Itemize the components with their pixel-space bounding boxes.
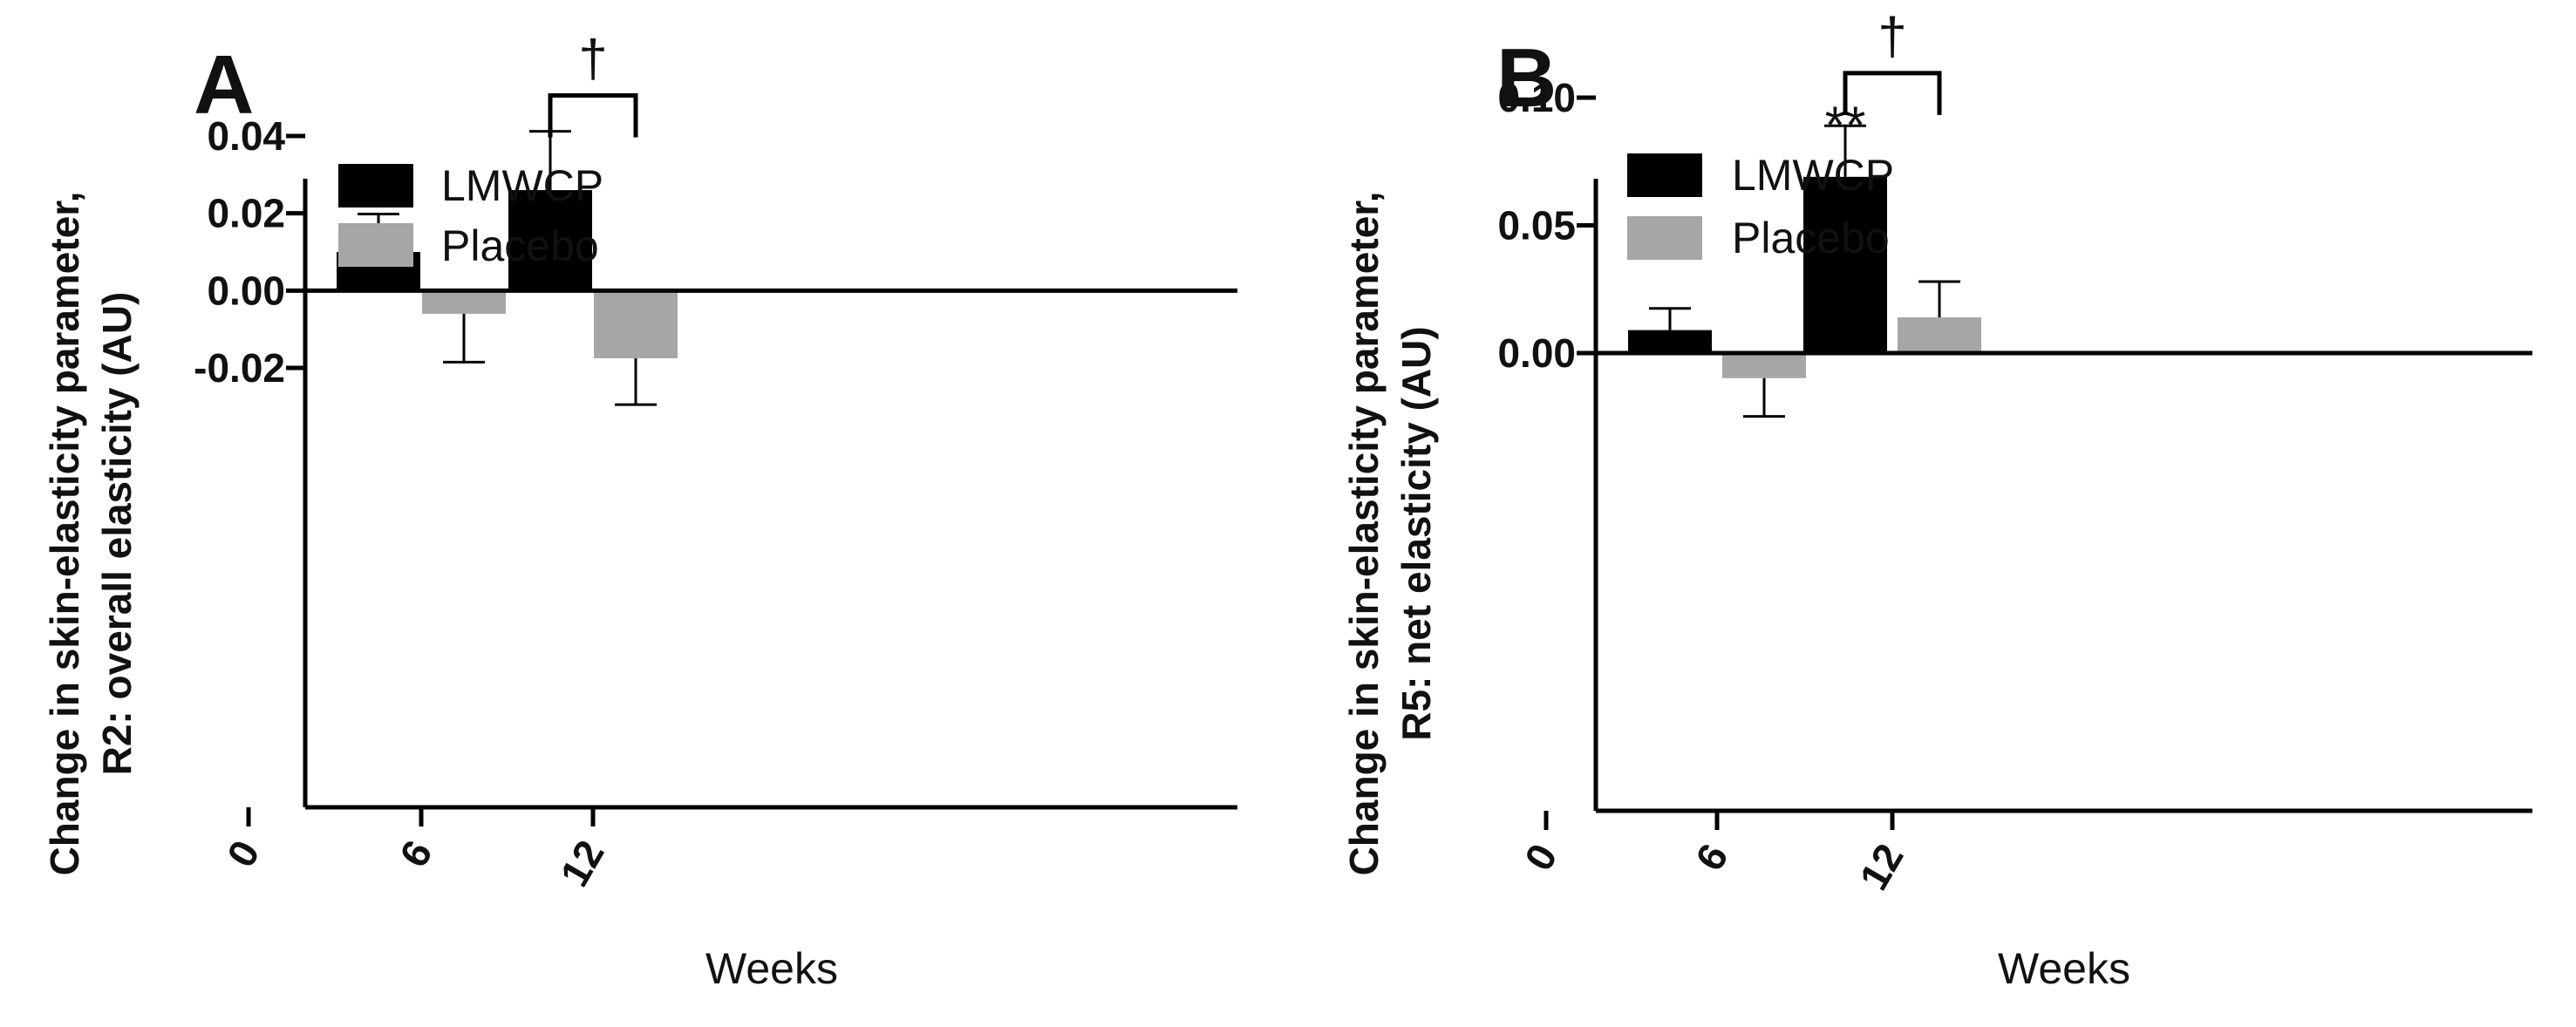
y-tick-label: 0.05 — [1497, 203, 1576, 248]
panel-a-error-bars — [358, 130, 657, 406]
chart-panel-a: A Change in skin-elasticity parameter, R… — [42, 29, 1237, 993]
chart-panel-b: B Change in skin-elasticity parameter, R… — [1341, 7, 2532, 993]
panel-b-legend-swatch-placebo — [1627, 216, 1702, 260]
panel-b-y-ticks: 0.00 0.05 0.10 — [1497, 75, 1596, 376]
panel-a-xlabel: Weeks — [705, 944, 838, 993]
panel-a-ylabel-line1: Change in skin-elasticity parameter, — [42, 192, 87, 876]
bar-placebo-12 — [1898, 316, 1981, 353]
panel-a-y-ticks: -0.02 0.00 0.02 0.04 — [194, 113, 305, 391]
significance-bracket — [548, 92, 638, 138]
significance-bracket — [1843, 71, 1942, 115]
bar-placebo-6 — [422, 290, 506, 314]
panel-a-legend-swatch-placebo — [338, 223, 413, 267]
x-tick-label: 12 — [551, 833, 613, 894]
panel-a-ylabel-line2: R2: overall elasticity (AU) — [94, 292, 140, 776]
bar-lmwcp-12 — [1803, 176, 1887, 353]
panel-b-x-ticks: 0 6 12 — [1516, 811, 1912, 897]
y-tick-label: 0.00 — [207, 268, 285, 313]
x-tick-label: 12 — [1850, 836, 1912, 897]
panel-a-legend-label-lmwcp: LMWCP — [441, 161, 603, 210]
y-tick-label: 0.02 — [207, 191, 285, 236]
panel-a-annotations: † — [548, 29, 638, 138]
panel-b-annotations: **† — [1825, 7, 1942, 154]
bar-lmwcp-6 — [1628, 330, 1712, 353]
dagger-marker: † — [1877, 7, 1906, 65]
x-tick-label: 0 — [1516, 836, 1566, 878]
dagger-marker: † — [578, 29, 607, 87]
panel-b-legend-label-placebo: Placebo — [1732, 214, 1890, 262]
bar-placebo-12 — [594, 290, 678, 358]
panel-b-error-bars — [1649, 124, 1960, 418]
x-tick-label: 0 — [218, 833, 269, 874]
panel-b-ylabel-line2: R5: net elasticity (AU) — [1394, 326, 1439, 740]
panel-a-legend-label-placebo: Placebo — [441, 221, 599, 270]
y-tick-label: -0.02 — [194, 345, 285, 391]
panel-a-legend-swatch-lmwcp — [338, 164, 413, 207]
y-tick-label: 0.00 — [1497, 330, 1576, 376]
panel-a-letter: A — [194, 38, 254, 132]
panel-b-legend: LMWCP Placebo — [1627, 151, 1894, 262]
panel-b-legend-label-lmwcp: LMWCP — [1732, 151, 1894, 200]
bar-lmwcp-12 — [508, 190, 592, 291]
panel-b-bars — [1628, 176, 1981, 378]
y-tick-label: 0.10 — [1497, 75, 1576, 120]
panel-a-legend: LMWCP Placebo — [338, 161, 603, 270]
x-tick-label: 6 — [391, 833, 441, 874]
panel-a-x-ticks: 0 6 12 — [218, 807, 613, 894]
bar-placebo-6 — [1722, 353, 1806, 378]
panel-b-ylabel-line1: Change in skin-elasticity parameter, — [1341, 192, 1387, 876]
x-tick-label: 6 — [1687, 836, 1737, 878]
y-tick-label: 0.04 — [207, 113, 285, 159]
panel-b-letter: B — [1496, 31, 1557, 125]
panel-b-xlabel: Weeks — [1998, 944, 2130, 993]
panel-b-legend-swatch-lmwcp — [1627, 153, 1702, 197]
